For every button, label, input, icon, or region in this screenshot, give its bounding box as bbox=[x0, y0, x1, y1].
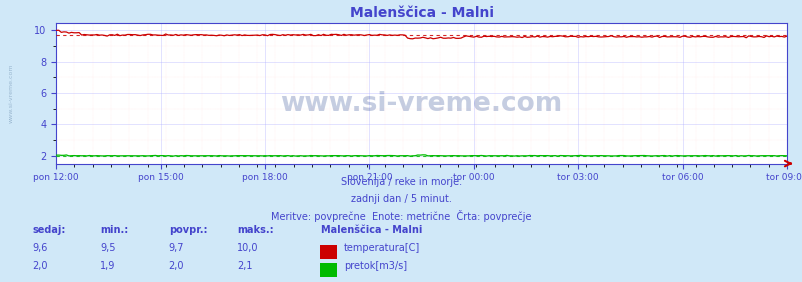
Text: 1,9: 1,9 bbox=[100, 261, 115, 271]
Text: 9,7: 9,7 bbox=[168, 243, 184, 253]
Text: www.si-vreme.com: www.si-vreme.com bbox=[280, 91, 562, 117]
Text: 2,0: 2,0 bbox=[168, 261, 184, 271]
Text: 2,0: 2,0 bbox=[32, 261, 47, 271]
Text: Meritve: povprečne  Enote: metrične  Črta: povprečje: Meritve: povprečne Enote: metrične Črta:… bbox=[271, 210, 531, 222]
Text: pretok[m3/s]: pretok[m3/s] bbox=[343, 261, 407, 271]
Text: min.:: min.: bbox=[100, 225, 128, 235]
Text: maks.:: maks.: bbox=[237, 225, 273, 235]
Text: sedaj:: sedaj: bbox=[32, 225, 66, 235]
Text: 2,1: 2,1 bbox=[237, 261, 252, 271]
Text: 9,5: 9,5 bbox=[100, 243, 115, 253]
Text: Malenščica - Malni: Malenščica - Malni bbox=[321, 225, 422, 235]
Text: 10,0: 10,0 bbox=[237, 243, 258, 253]
Text: 9,6: 9,6 bbox=[32, 243, 47, 253]
Text: temperatura[C]: temperatura[C] bbox=[343, 243, 419, 253]
Text: zadnji dan / 5 minut.: zadnji dan / 5 minut. bbox=[350, 194, 452, 204]
Text: www.si-vreme.com: www.si-vreme.com bbox=[8, 63, 14, 123]
Text: Slovenija / reke in morje.: Slovenija / reke in morje. bbox=[341, 177, 461, 187]
Title: Malenščica - Malni: Malenščica - Malni bbox=[349, 6, 493, 20]
Text: povpr.:: povpr.: bbox=[168, 225, 207, 235]
